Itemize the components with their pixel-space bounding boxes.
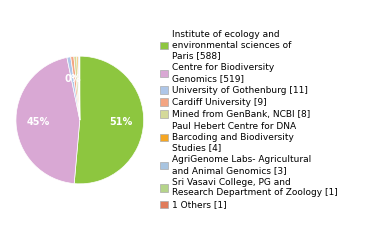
Wedge shape xyxy=(71,56,80,120)
Wedge shape xyxy=(78,56,80,120)
Wedge shape xyxy=(67,57,80,120)
Wedge shape xyxy=(74,56,80,120)
Wedge shape xyxy=(16,57,80,184)
Legend: Institute of ecology and
environmental sciences of
Paris [588], Centre for Biodi: Institute of ecology and environmental s… xyxy=(160,30,338,210)
Wedge shape xyxy=(74,56,144,184)
Text: 45%: 45% xyxy=(27,117,50,127)
Text: 0%: 0% xyxy=(64,74,81,84)
Wedge shape xyxy=(77,56,80,120)
Text: 51%: 51% xyxy=(110,117,133,127)
Wedge shape xyxy=(79,56,80,120)
